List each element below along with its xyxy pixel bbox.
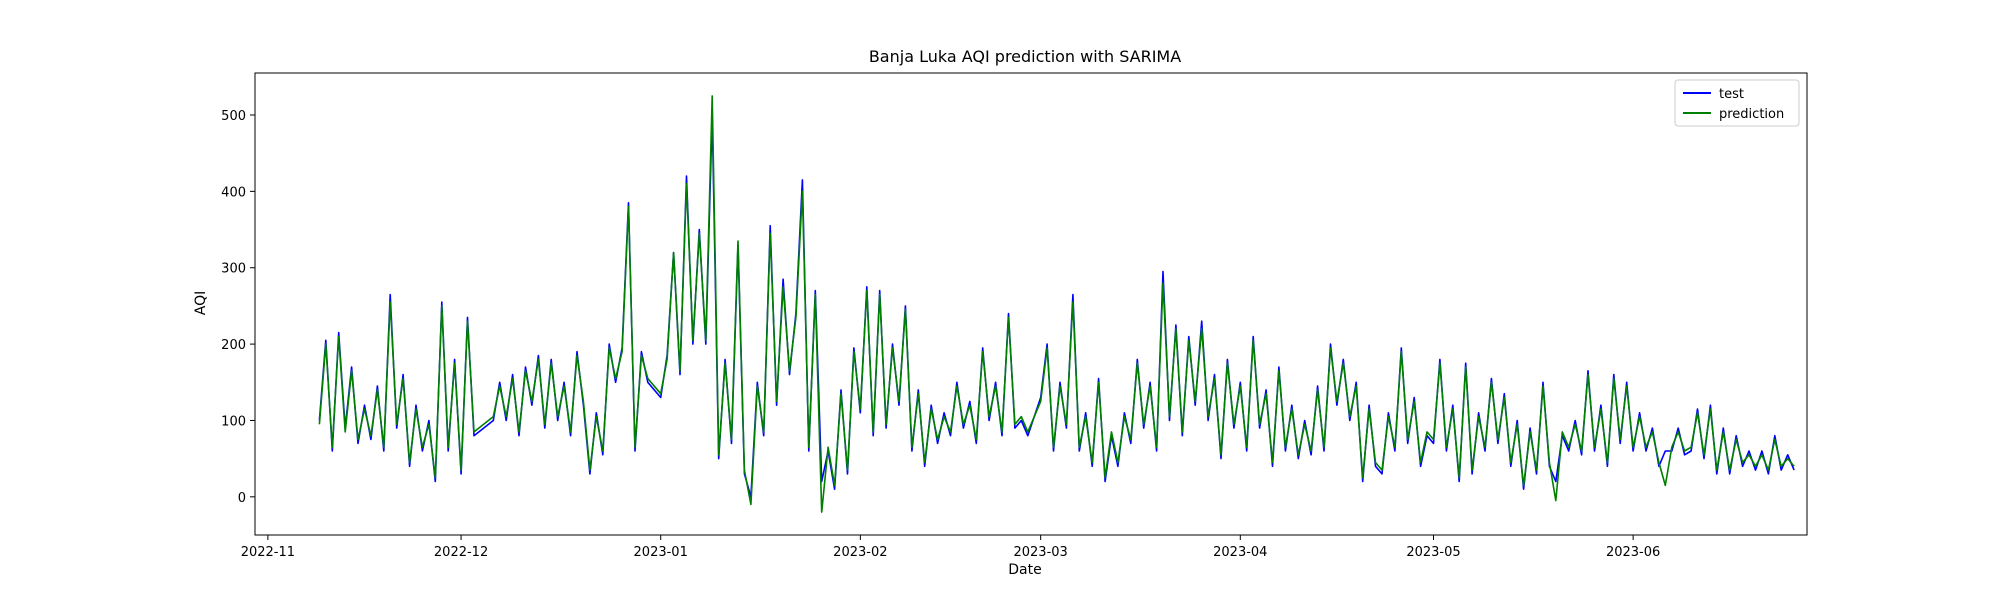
x-tick-label: 2023-04 (1213, 545, 1267, 560)
x-axis: 2022-11 2022-12 2023-01 2023-02 2023-03 2023-… (241, 535, 1660, 560)
legend-label-test: test (1719, 87, 1744, 102)
y-tick-label: 200 (221, 338, 246, 353)
series-line-prediction (318, 95, 1795, 513)
y-tick-label: 300 (221, 262, 246, 277)
x-tick-label: 2022-12 (434, 545, 488, 560)
legend-box (1674, 79, 1800, 127)
y-tick-label: 400 (221, 185, 246, 200)
y-axis-title: AQI (193, 291, 209, 315)
y-tick-label: 0 (238, 491, 246, 506)
x-tick-label: 2022-11 (241, 545, 295, 560)
y-tick-label: 100 (221, 414, 246, 429)
legend: test prediction (1674, 79, 1800, 127)
x-tick-label: 2023-02 (833, 545, 887, 560)
plot-area (254, 72, 1808, 536)
x-axis-title: Date (1008, 562, 1041, 578)
x-tick-label: 2023-05 (1406, 545, 1460, 560)
chart-title: Banja Luka AQI prediction with SARIMA (869, 47, 1181, 66)
x-tick-label: 2023-03 (1013, 545, 1067, 560)
legend-label-prediction: prediction (1719, 107, 1784, 122)
x-tick-label: 2023-06 (1606, 545, 1660, 560)
x-tick-label: 2023-01 (634, 545, 688, 560)
plot-frame (254, 72, 1808, 536)
y-axis: 0 100 200 300 400 500 (221, 109, 255, 506)
y-tick-label: 500 (221, 109, 246, 124)
